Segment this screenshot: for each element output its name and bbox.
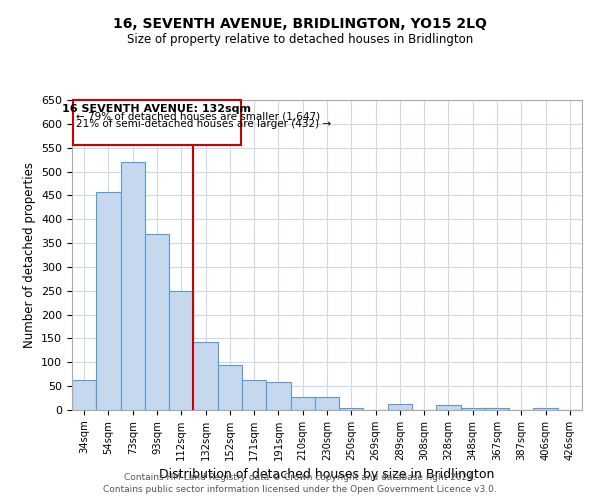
Text: 16, SEVENTH AVENUE, BRIDLINGTON, YO15 2LQ: 16, SEVENTH AVENUE, BRIDLINGTON, YO15 2L… (113, 18, 487, 32)
Bar (388, 404, 412, 410)
Text: Size of property relative to detached houses in Bridlington: Size of property relative to detached ho… (127, 32, 473, 46)
Bar (339, 408, 364, 410)
Bar (218, 365, 242, 410)
Bar (485, 408, 509, 410)
Text: ← 79% of detached houses are smaller (1,647): ← 79% of detached houses are smaller (1,… (76, 112, 320, 122)
Bar (461, 408, 485, 410)
Bar (290, 397, 315, 410)
Y-axis label: Number of detached properties: Number of detached properties (23, 162, 35, 348)
Bar (193, 342, 218, 410)
Bar (533, 408, 558, 410)
Bar (266, 382, 290, 410)
Text: Contains public sector information licensed under the Open Government Licence v3: Contains public sector information licen… (103, 485, 497, 494)
Bar (169, 291, 193, 410)
Text: 21% of semi-detached houses are larger (432) →: 21% of semi-detached houses are larger (… (76, 119, 331, 129)
Text: Contains HM Land Registry data © Crown copyright and database right 2024.: Contains HM Land Registry data © Crown c… (124, 472, 476, 482)
Bar (315, 396, 339, 410)
Bar (72, 380, 96, 410)
Bar (242, 380, 266, 410)
Bar (145, 234, 169, 410)
Bar (96, 192, 121, 410)
Text: 16 SEVENTH AVENUE: 132sqm: 16 SEVENTH AVENUE: 132sqm (62, 104, 251, 114)
X-axis label: Distribution of detached houses by size in Bridlington: Distribution of detached houses by size … (160, 468, 494, 481)
Bar (121, 162, 145, 410)
Bar (73, 100, 241, 146)
Bar (436, 405, 461, 410)
